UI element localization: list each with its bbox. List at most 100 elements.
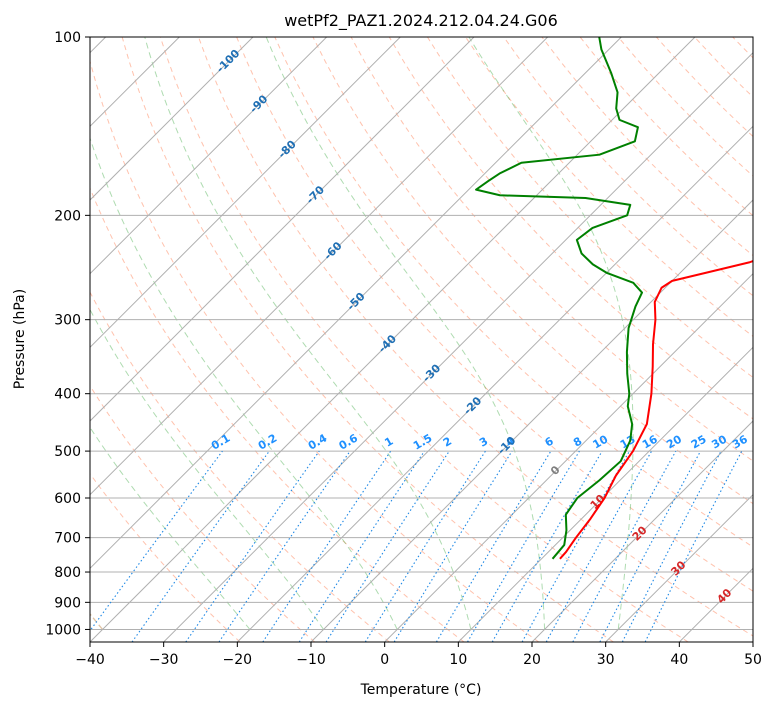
y-tick-label: 500: [54, 444, 81, 460]
dry-adiabat: [159, 37, 689, 642]
isotherm-gridline: [90, 37, 475, 422]
moist-adiabat: [265, 37, 546, 630]
mixing-ratio-label: 2: [441, 435, 454, 450]
isotherm-gridline: [163, 51, 753, 642]
mixing-ratio-label: 30: [709, 432, 729, 451]
y-axis-ticks: 100 200 300 400 500 600 700 800 900 1000: [45, 30, 90, 638]
mixing-ratio-line: [185, 450, 320, 642]
isotherm-gridline: [236, 125, 753, 642]
x-tick-label: −30: [149, 652, 179, 668]
y-tick-label: 100: [54, 30, 81, 46]
mixing-ratio-label: 8: [571, 435, 584, 450]
dry-adiabat: [90, 472, 241, 642]
mixing-ratio-line: [435, 450, 552, 642]
mixing-ratio-line: [644, 450, 743, 642]
isotherm-gridline: [457, 346, 753, 642]
x-tick-label: 0: [380, 652, 389, 668]
moist-adiabat: [90, 426, 251, 630]
mixing-ratio-label: 25: [689, 433, 709, 452]
mixing-ratio-line: [90, 450, 223, 632]
mixing-ratio-line: [621, 450, 722, 642]
y-tick-label: 300: [54, 313, 81, 329]
isotherm-gridline: [90, 37, 549, 496]
x-tick-label: 30: [597, 652, 615, 668]
mixing-ratio-label: 36: [730, 432, 750, 451]
mixing-ratio-line: [325, 450, 450, 642]
mixing-ratio-line: [572, 450, 677, 642]
isotherm-gridline: [531, 420, 753, 642]
isotherm-gridlines: [90, 37, 753, 642]
mixing-ratio-line: [545, 450, 653, 642]
mixing-ratio-label: 3: [477, 435, 490, 450]
plot-area: 0.1 0.2 0.4 0.6 1 1.5 2 3 4 6 8 10 13 16 20 25 30 36 -100…: [90, 37, 775, 642]
mixing-ratio-line: [131, 450, 270, 642]
y-tick-label: 200: [54, 208, 81, 224]
y-tick-label: 700: [54, 531, 81, 547]
dry-adiabat: [274, 37, 753, 548]
isotherm-gridline: [310, 199, 753, 642]
dry-adiabat: [541, 37, 753, 257]
x-tick-label: 50: [744, 652, 762, 668]
x-axis-ticks: −40 −30 −20 −10 0 10 20 30 40 50: [75, 642, 762, 668]
y-tick-label: 600: [54, 491, 81, 507]
x-tick-label: 10: [449, 652, 467, 668]
mixing-ratio-label: 20: [664, 432, 684, 451]
temperature-line: [559, 259, 753, 560]
mixing-ratio-label: 0.1: [209, 432, 232, 453]
moist-adiabat: [90, 308, 324, 630]
mixing-ratio-label: 10: [591, 432, 611, 451]
dewpoint-line: [475, 37, 644, 560]
mixing-ratio-lines: [90, 450, 743, 642]
mixing-ratio-label: 0.2: [256, 432, 279, 453]
dry-adiabat: [694, 37, 753, 98]
dry-adiabat: [503, 37, 753, 297]
dry-adiabat: [90, 186, 465, 642]
mixing-ratio-line: [521, 450, 630, 642]
isotherm-gridline: [752, 641, 753, 642]
mixing-ratio-line: [218, 450, 351, 642]
mixing-ratio-line: [393, 450, 513, 642]
mixing-ratio-line: [364, 450, 486, 642]
isotherm-gridline: [384, 272, 753, 642]
moist-adiabat: [90, 136, 398, 630]
dry-adiabat: [90, 384, 316, 642]
y-tick-label: 900: [54, 595, 81, 611]
sounding-series: [475, 37, 753, 560]
dry-adiabat: [465, 37, 753, 337]
pressure-gridlines: [90, 37, 753, 630]
plot-frame: [89, 36, 754, 643]
isotherm-gridline: [678, 567, 753, 642]
x-tick-label: 20: [523, 652, 541, 668]
dry-adiabat: [90, 59, 540, 642]
moist-adiabat: [144, 37, 472, 630]
isotherm-gridline: [90, 37, 696, 642]
x-tick-label: −40: [75, 652, 105, 668]
y-tick-label: 1000: [45, 622, 81, 638]
y-axis-label: Pressure (hPa): [12, 289, 28, 389]
isotherm-gridline: [605, 493, 753, 642]
dry-adiabat: [426, 37, 753, 378]
dry-adiabat: [312, 37, 753, 505]
x-tick-label: −10: [296, 652, 326, 668]
dry-adiabat: [121, 37, 614, 642]
mixing-ratio-line: [298, 450, 425, 642]
dry-adiabat: [90, 291, 390, 642]
isotherm-gridline: [90, 37, 254, 201]
dry-adiabat: [771, 37, 775, 642]
x-axis-label: Temperature (°C): [360, 682, 482, 698]
mixing-ratio-label: 1.5: [411, 432, 434, 453]
y-tick-label: 400: [54, 387, 81, 403]
x-tick-label: −20: [223, 652, 253, 668]
isotherm-gridline: [90, 37, 328, 275]
dry-adiabat: [236, 37, 753, 592]
moist-adiabats: [90, 37, 634, 630]
mixing-ratio-label: 0.4: [306, 431, 330, 452]
mixing-ratio-label: 1: [382, 435, 395, 450]
isotherm-gridline: [90, 37, 401, 349]
isotherm-gridline: [90, 37, 622, 570]
chart-title: wetPf2_PAZ1.2024.212.04.24.G06: [284, 11, 558, 31]
moist-adiabat: [468, 37, 634, 630]
dry-adiabat: [655, 37, 753, 138]
dry-adiabat: [350, 37, 753, 462]
